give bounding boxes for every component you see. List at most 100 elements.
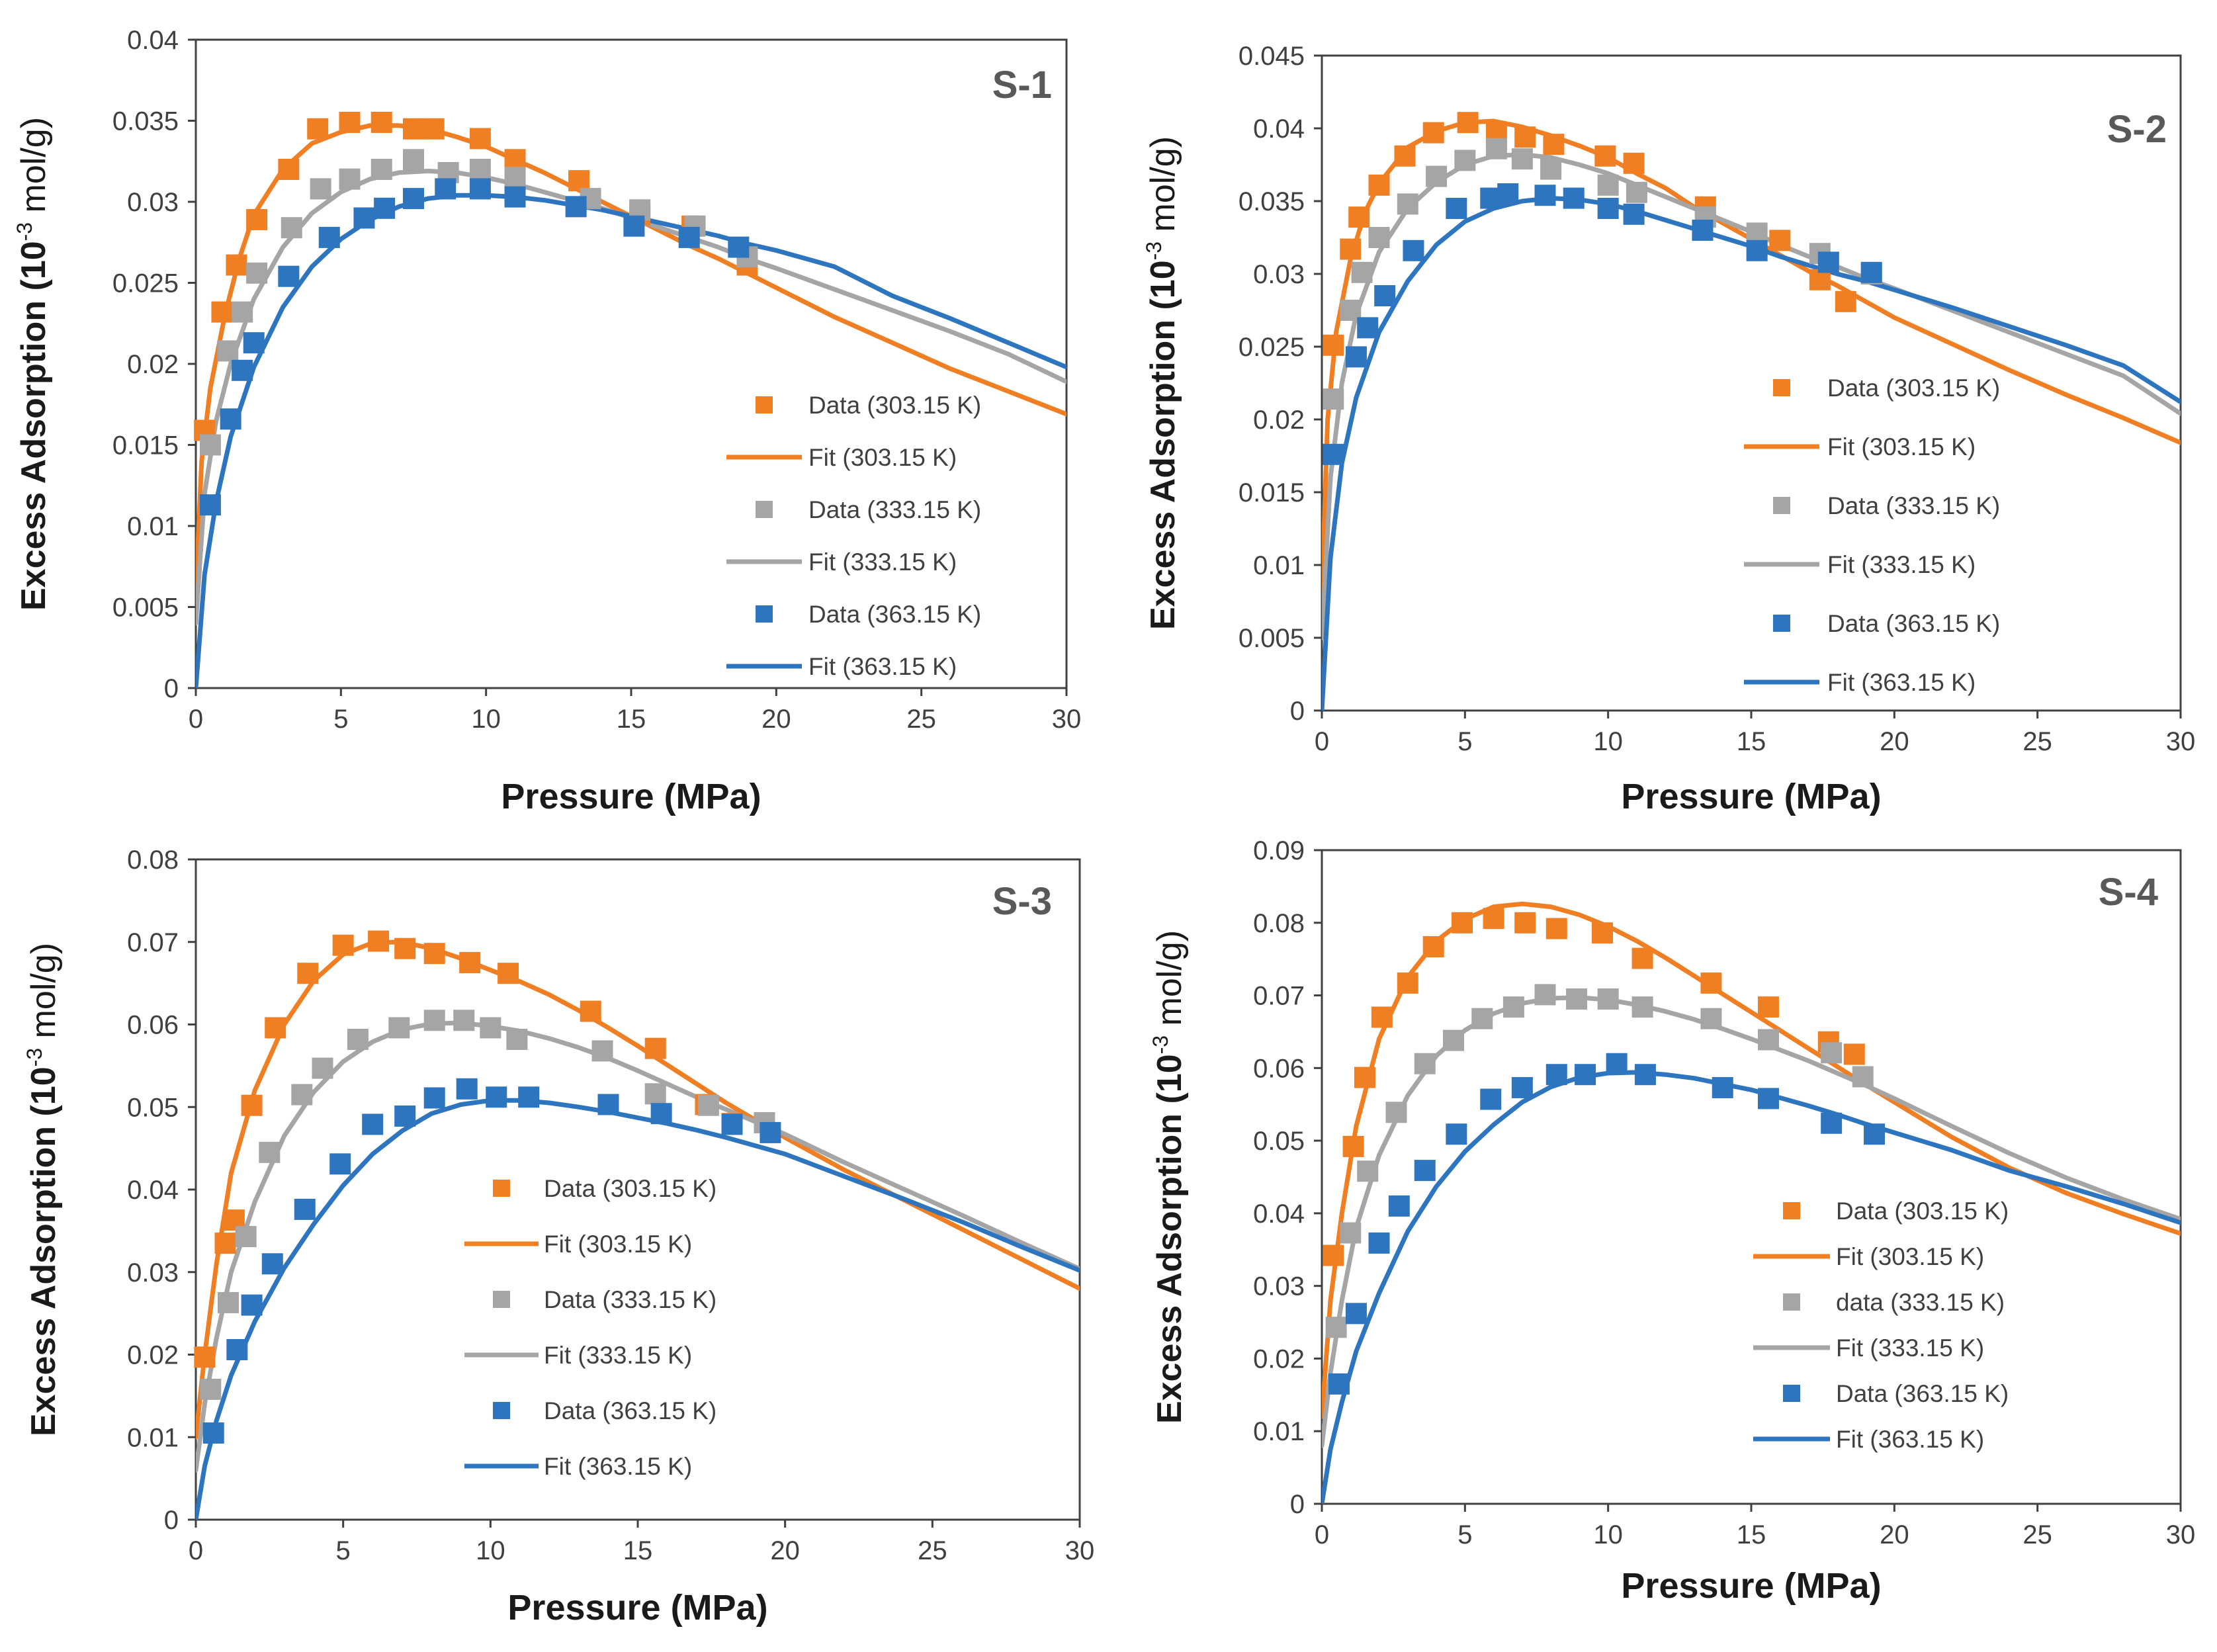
x-tick-label: 10 [1593, 727, 1623, 756]
data-point [423, 1087, 445, 1109]
legend-label: Fit (363.15 K) [1836, 1426, 1984, 1453]
data-point [259, 1141, 281, 1163]
x-tick-label: 5 [336, 1536, 351, 1565]
data-point [297, 963, 319, 984]
x-axis-label: Pressure (MPa) [507, 1588, 767, 1628]
data-point [368, 930, 390, 952]
data-point [226, 1339, 248, 1361]
data-point [1757, 1029, 1779, 1051]
data-point [568, 170, 590, 192]
y-tick-label: 0.02 [127, 350, 179, 379]
y-tick-label: 0.07 [127, 928, 179, 957]
data-point [469, 128, 491, 150]
y-tick-label: 0.03 [127, 1258, 179, 1287]
y-tick-label: 0.015 [1239, 478, 1305, 507]
data-point [1757, 996, 1779, 1018]
y-tick-label: 0.015 [112, 431, 179, 460]
y-axis-label-unit: mol/g) [1144, 136, 1182, 241]
data-point [318, 226, 340, 248]
data-point [394, 937, 416, 959]
y-axis-label-main: Excess Adsorption (10 [15, 241, 53, 611]
y-tick-label: 0 [164, 674, 179, 703]
data-point [1534, 984, 1556, 1006]
legend-marker [756, 605, 773, 623]
data-point [1575, 1064, 1596, 1086]
y-tick-label: 0.02 [127, 1341, 179, 1370]
data-point [1700, 1008, 1722, 1029]
y-axis-label: Excess Adsorption (10-3 mol/g) [1149, 930, 1189, 1424]
x-tick-label: 15 [617, 705, 646, 734]
data-point [214, 1233, 236, 1254]
y-tick-label: 0.05 [127, 1093, 179, 1122]
x-tick-label: 15 [623, 1536, 653, 1565]
legend-marker [756, 501, 773, 518]
data-point [1746, 239, 1768, 261]
x-tick-label: 30 [1052, 705, 1082, 734]
x-tick-label: 0 [1315, 727, 1329, 756]
data-point [1864, 1123, 1886, 1145]
data-point [697, 1094, 719, 1116]
data-point [1454, 150, 1476, 171]
data-point [370, 111, 392, 133]
y-tick-label: 0.03 [1253, 260, 1305, 289]
y-tick-label: 0.08 [1253, 909, 1305, 938]
data-point [504, 149, 526, 171]
data-point [1397, 972, 1418, 994]
x-tick-label: 25 [2022, 727, 2052, 756]
y-axis-label-superscript: -3 [1142, 241, 1166, 260]
data-point [362, 1113, 384, 1135]
legend-label: Fit (303.15 K) [1836, 1243, 1984, 1270]
x-tick-label: 0 [189, 1536, 203, 1565]
data-point [728, 236, 750, 258]
data-point [243, 332, 265, 354]
data-point [1597, 988, 1619, 1010]
x-tick-label: 10 [471, 705, 501, 734]
y-tick-label: 0 [1290, 697, 1305, 726]
panel-label: S-3 [992, 880, 1052, 923]
data-point [1414, 1160, 1436, 1182]
data-point [1821, 1112, 1843, 1134]
data-point [644, 1037, 666, 1059]
y-tick-label: 0.01 [1253, 1417, 1305, 1446]
data-point [504, 186, 526, 208]
y-axis-label: Excess Adsorption (10-3 mol/g) [1142, 136, 1182, 630]
data-point [1502, 996, 1524, 1018]
data-point [339, 168, 361, 190]
legend-marker [1773, 497, 1790, 514]
x-tick-label: 25 [906, 705, 936, 734]
chart-panel-3: 0 0.01 0.02 0.03 0.04 0.05 0.06 0.07 0.08 0 5 10 15 2… [22, 846, 1094, 1628]
data-point [200, 1378, 222, 1400]
data-point [1563, 187, 1585, 209]
data-point [650, 1103, 672, 1125]
data-point [506, 1028, 528, 1050]
data-point [1769, 230, 1791, 251]
y-tick-label: 0.005 [1239, 624, 1305, 653]
legend-label: Data (333.15 K) [808, 496, 981, 523]
data-point [281, 217, 302, 239]
y-tick-label: 0.01 [127, 1423, 179, 1452]
data-point [1843, 1043, 1865, 1065]
y-tick-label: 0.03 [127, 188, 179, 217]
data-point [232, 301, 253, 323]
y-tick-label: 0.04 [127, 26, 179, 55]
y-tick-label: 0.01 [127, 512, 179, 541]
data-point [423, 118, 445, 140]
y-tick-label: 0.03 [1253, 1272, 1305, 1301]
data-point [220, 408, 241, 430]
fit-line [1322, 118, 2181, 597]
plot-area-frame [1321, 849, 2182, 1505]
y-tick-label: 0.04 [1253, 114, 1305, 144]
x-axis-label: Pressure (MPa) [1621, 777, 1881, 816]
data-point [310, 178, 331, 200]
data-point [597, 1094, 619, 1115]
legend-label: Data (363.15 K) [544, 1397, 717, 1424]
legend-label: Fit (333.15 K) [544, 1342, 692, 1369]
y-tick-label: 0.02 [1253, 406, 1305, 435]
data-point [1348, 206, 1370, 228]
x-tick-label: 30 [1065, 1536, 1095, 1565]
chart-panel-1: 0 0.005 0.01 0.015 0.02 0.025 0.03 0.035 0.04 0 5 1… [13, 26, 1081, 816]
data-point [480, 1017, 501, 1039]
x-tick-label: 5 [1457, 727, 1472, 756]
fit-line [196, 939, 1080, 1440]
